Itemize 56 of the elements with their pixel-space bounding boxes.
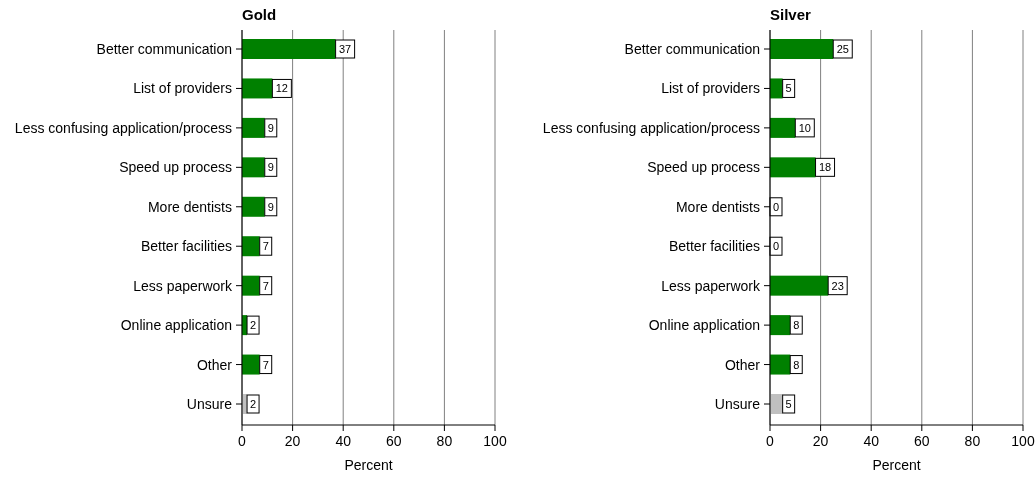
x-axis-title: Percent xyxy=(872,457,921,473)
data-label: 9 xyxy=(267,200,274,213)
y-tick-label: More dentists xyxy=(147,198,232,215)
data-label: 2 xyxy=(250,398,257,410)
y-tick-label: Less paperwork xyxy=(661,277,761,294)
data-label: 7 xyxy=(262,358,269,371)
y-tick-label: Less confusing application/process xyxy=(14,119,232,136)
y-tick-label: Unsure xyxy=(186,396,233,412)
y-tick-label: Speed up process xyxy=(119,159,232,176)
y-tick-label: More dentists xyxy=(675,198,760,215)
x-tick-label: 60 xyxy=(914,433,930,449)
data-label: 5 xyxy=(785,82,792,95)
x-axis-title: Percent xyxy=(344,457,393,473)
y-tick-label: Other xyxy=(724,356,761,373)
data-label: 7 xyxy=(262,240,269,253)
y-tick-label: Less confusing application/process xyxy=(542,119,760,136)
x-tick-label: 40 xyxy=(863,433,880,449)
data-label: 37 xyxy=(338,43,352,55)
y-tick-label: Better facilities xyxy=(140,238,232,255)
data-label: 8 xyxy=(793,319,800,332)
y-tick-label: Speed up process xyxy=(647,159,760,176)
data-label: 9 xyxy=(267,161,274,174)
y-tick-label: Better facilities xyxy=(668,238,760,255)
chart-title: Gold xyxy=(242,6,277,23)
x-tick-label: 20 xyxy=(284,433,301,449)
data-label: 18 xyxy=(818,161,832,174)
x-tick-label: 80 xyxy=(964,433,981,449)
chart-title: Silver xyxy=(770,6,812,23)
y-tick-label: Less paperwork xyxy=(133,277,233,294)
data-label: 2 xyxy=(250,319,257,332)
data-label: 7 xyxy=(262,279,269,292)
data-label: 9 xyxy=(267,121,274,134)
data-label: 25 xyxy=(836,43,849,55)
y-tick-label: Online application xyxy=(120,317,232,334)
y-tick-label: Better communication xyxy=(96,41,232,57)
data-label: 0 xyxy=(772,200,780,213)
y-tick-label: Unsure xyxy=(714,396,761,412)
y-tick-label: Better communication xyxy=(624,41,760,57)
data-label: 10 xyxy=(798,121,811,134)
data-label: 0 xyxy=(772,240,780,253)
y-tick-label: Other xyxy=(196,356,233,373)
data-label: 5 xyxy=(785,398,792,410)
x-tick-label: 60 xyxy=(386,433,402,449)
x-tick-label: 20 xyxy=(812,433,829,449)
x-tick-label: 40 xyxy=(335,433,352,449)
data-label: 8 xyxy=(793,358,800,371)
y-tick-label: Online application xyxy=(648,317,760,334)
x-tick-label: 100 xyxy=(1011,433,1035,449)
data-label: 12 xyxy=(275,82,288,95)
x-tick-label: 0 xyxy=(766,433,775,449)
y-tick-label: List of providers xyxy=(661,80,760,97)
x-tick-label: 80 xyxy=(436,433,453,449)
y-tick-label: List of providers xyxy=(133,80,232,97)
x-tick-label: 100 xyxy=(483,433,507,449)
x-tick-label: 0 xyxy=(238,433,247,449)
data-label: 23 xyxy=(831,279,844,292)
